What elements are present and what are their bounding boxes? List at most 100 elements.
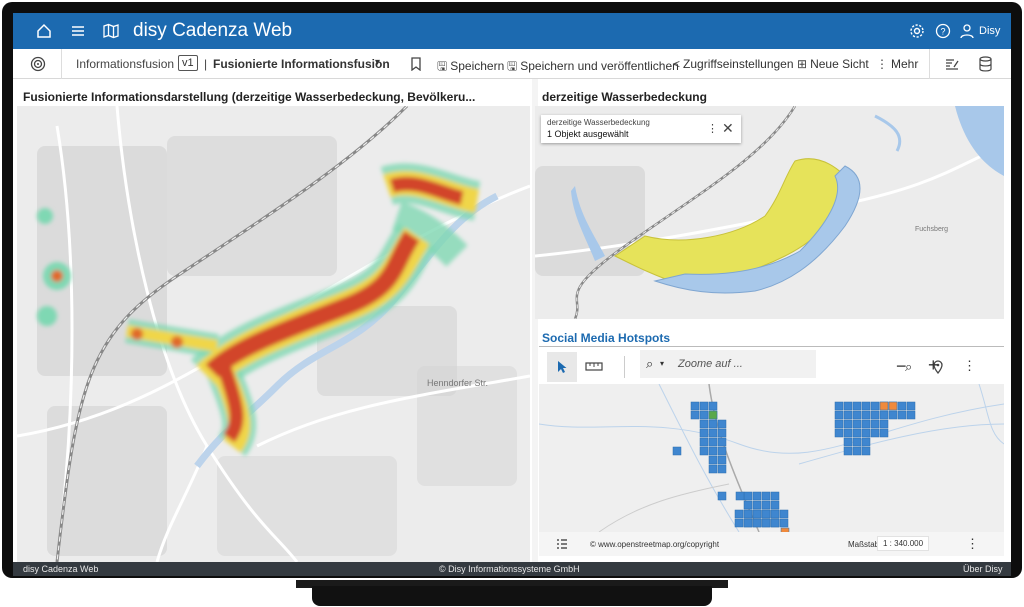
hotspot-cell[interactable] <box>779 518 789 528</box>
hotspot-cell[interactable] <box>708 428 718 438</box>
hotspot-map[interactable] <box>539 384 1004 532</box>
save-publish-button[interactable]: 🖫 Speichern und veröffentlichen <box>507 57 679 78</box>
hotspot-cell[interactable] <box>708 437 718 447</box>
hotspot-cell[interactable] <box>743 518 753 528</box>
hotspot-cell[interactable] <box>879 410 889 420</box>
home-icon[interactable] <box>36 23 52 39</box>
hotspot-cell[interactable] <box>843 419 853 429</box>
hotspot-cell[interactable] <box>770 500 780 510</box>
hotspot-cell[interactable] <box>717 455 727 465</box>
hotspot-cell[interactable] <box>699 437 709 447</box>
hotspot-cell[interactable] <box>717 491 727 501</box>
hotspot-cell[interactable] <box>852 437 862 447</box>
hotspot-cell[interactable] <box>870 401 880 411</box>
hotspot-cell[interactable] <box>708 455 718 465</box>
settings-gear-icon[interactable] <box>909 23 925 39</box>
hotspot-cell[interactable] <box>852 428 862 438</box>
hotspot-cell[interactable] <box>743 491 753 501</box>
hotspot-cell[interactable] <box>734 518 744 528</box>
hotspot-cell[interactable] <box>834 428 844 438</box>
hotspot-cell[interactable] <box>888 401 898 411</box>
hotspot-cell[interactable] <box>672 446 682 456</box>
hotspot-cell[interactable] <box>834 410 844 420</box>
heatmap-map[interactable]: Henndorfer Str. <box>17 106 530 562</box>
hotspot-cell[interactable] <box>906 401 916 411</box>
database-icon[interactable] <box>979 56 992 72</box>
hotspot-cell[interactable] <box>906 410 916 420</box>
hotspot-cell[interactable] <box>861 428 871 438</box>
edit-icon[interactable] <box>945 57 959 71</box>
hotspot-cell[interactable] <box>708 464 718 474</box>
hotspot-cell[interactable] <box>870 410 880 420</box>
hotspot-cell[interactable] <box>843 410 853 420</box>
breadcrumb-workbook[interactable]: Informationsfusion <box>76 57 175 71</box>
more-vertical-icon[interactable]: ⋮ <box>966 536 979 551</box>
more-vertical-icon[interactable]: ⋮ <box>963 358 976 373</box>
save-button[interactable]: 🖫 Speichern <box>437 57 504 78</box>
hotspot-cell[interactable] <box>690 410 700 420</box>
zoom-in-icon[interactable]: + <box>928 355 939 375</box>
hotspot-cell[interactable] <box>843 401 853 411</box>
hotspot-cell[interactable] <box>743 509 753 519</box>
hotspot-cell[interactable] <box>870 419 880 429</box>
hotspot-cell[interactable] <box>852 401 862 411</box>
ruler-icon[interactable] <box>585 362 603 371</box>
hotspot-cell[interactable] <box>834 401 844 411</box>
user-name[interactable]: Disy <box>979 25 1001 37</box>
hotspot-cell[interactable] <box>717 446 727 456</box>
hotspot-cell[interactable] <box>861 437 871 447</box>
hotspot-cell[interactable] <box>761 509 771 519</box>
water-coverage-map[interactable]: Fuchsberg <box>535 106 1004 319</box>
hotspot-cell[interactable] <box>879 419 889 429</box>
hotspot-cell[interactable] <box>690 401 700 411</box>
location-icon[interactable] <box>931 360 945 374</box>
scale-value[interactable]: 1 : 340.000 <box>877 536 930 551</box>
hotspot-cell[interactable] <box>852 446 862 456</box>
hotspot-cell[interactable] <box>843 446 853 456</box>
hotspot-cell[interactable] <box>743 500 753 510</box>
hotspot-cell[interactable] <box>752 518 762 528</box>
hotspot-cell[interactable] <box>879 428 889 438</box>
hotspot-cell[interactable] <box>761 500 771 510</box>
more-button[interactable]: ⋮ Mehr <box>876 57 918 71</box>
hotspot-cell[interactable] <box>717 464 727 474</box>
hotspot-cell[interactable] <box>708 446 718 456</box>
hotspot-cell[interactable] <box>699 410 709 420</box>
hotspot-cell[interactable] <box>752 491 762 501</box>
chevron-down-icon[interactable]: ▾ <box>375 57 381 68</box>
hotspot-cell[interactable] <box>897 410 907 420</box>
hotspot-cell[interactable] <box>888 410 898 420</box>
hotspot-cell[interactable] <box>699 401 709 411</box>
help-icon[interactable]: ? <box>935 23 951 39</box>
hotspot-cell[interactable] <box>708 419 718 429</box>
zoom-search-field[interactable]: ⌕ ▾ Zoome auf ... <box>640 350 816 378</box>
hotspot-cell[interactable] <box>761 518 771 528</box>
hotspot-cell[interactable] <box>870 428 880 438</box>
hotspot-cell[interactable] <box>843 437 853 447</box>
user-icon[interactable] <box>959 23 975 39</box>
chevron-down-icon[interactable]: ▾ <box>660 359 665 368</box>
zoom-out-icon[interactable]: − <box>896 356 907 376</box>
hotspot-cell[interactable] <box>861 410 871 420</box>
hotspot-cell[interactable] <box>761 491 771 501</box>
hotspot-cell[interactable] <box>879 401 889 411</box>
hotspot-cell[interactable] <box>699 428 709 438</box>
hotspot-cell[interactable] <box>861 401 871 411</box>
hotspot-cell[interactable] <box>861 446 871 456</box>
hotspot-cell[interactable] <box>752 500 762 510</box>
map-icon[interactable] <box>103 23 119 39</box>
hotspot-cell[interactable] <box>735 491 745 501</box>
menu-icon[interactable] <box>70 23 86 39</box>
hotspot-cell[interactable] <box>708 401 718 411</box>
hotspot-cell[interactable] <box>699 419 709 429</box>
hotspot-cell[interactable] <box>852 410 862 420</box>
app-title[interactable]: disy Cadenza Web <box>133 20 293 41</box>
hotspot-cell[interactable] <box>734 509 744 519</box>
hotspot-cell[interactable] <box>897 401 907 411</box>
legend-list-icon[interactable] <box>556 538 568 550</box>
hotspot-cell[interactable] <box>717 437 727 447</box>
hotspot-cell[interactable] <box>861 419 871 429</box>
access-settings-button[interactable]: < Zugriffseinstellungen <box>673 57 794 71</box>
bookmark-icon[interactable] <box>410 57 422 71</box>
hotspot-cell[interactable] <box>852 419 862 429</box>
